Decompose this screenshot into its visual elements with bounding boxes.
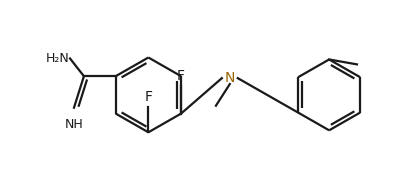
Text: NH: NH bbox=[64, 118, 83, 131]
Text: F: F bbox=[177, 69, 185, 83]
Text: F: F bbox=[144, 90, 152, 104]
Text: H₂N: H₂N bbox=[46, 52, 70, 65]
Text: N: N bbox=[224, 71, 234, 85]
